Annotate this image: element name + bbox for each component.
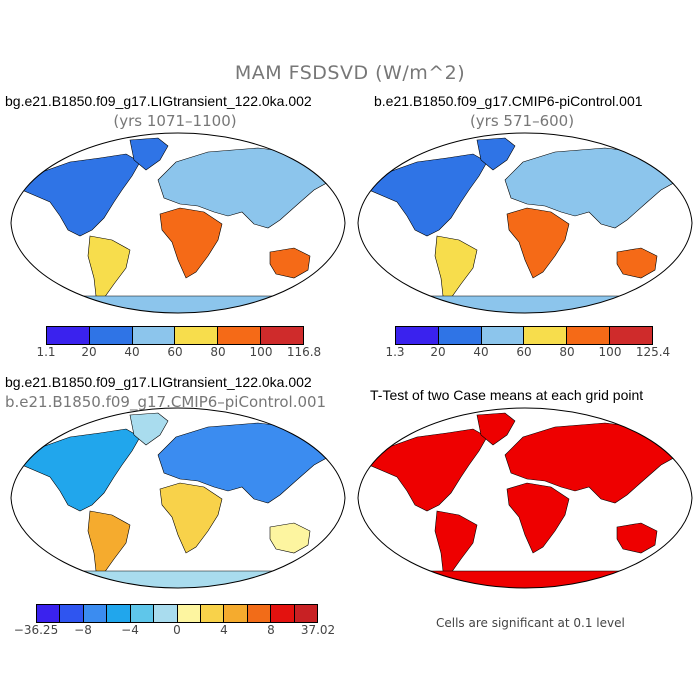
africa-landmass bbox=[506, 207, 570, 279]
namerica-landmass bbox=[21, 428, 141, 512]
panel-1-colorbar-boxes bbox=[46, 326, 304, 345]
panel-1-years: (yrs 1071–1100) bbox=[113, 112, 237, 130]
namerica-significance bbox=[368, 428, 488, 512]
samerica-landmass bbox=[434, 235, 478, 299]
colorbar-tick-label: 125.4 bbox=[635, 345, 671, 359]
colorbar-box bbox=[224, 605, 248, 622]
colorbar-box bbox=[200, 605, 225, 622]
greenland-significance bbox=[476, 412, 516, 446]
colorbar-tick-label: 60 bbox=[167, 345, 183, 359]
australia-significance bbox=[616, 522, 658, 554]
colorbar-box bbox=[37, 605, 61, 622]
panel-3-subtitle: b.e21.B1850.f09_g17.CMIP6–piControl.001 bbox=[5, 393, 327, 411]
map-outline bbox=[10, 132, 346, 314]
colorbar-box bbox=[218, 327, 262, 344]
panel-1-map bbox=[10, 132, 346, 314]
map-outline bbox=[357, 132, 693, 314]
antarctica-landmass bbox=[394, 295, 656, 313]
africa-landmass bbox=[159, 482, 223, 554]
colorbar-tick-label: 60 bbox=[516, 345, 532, 359]
colorbar-tick-label: −36.25 bbox=[13, 623, 59, 637]
colorbar-box bbox=[177, 605, 201, 622]
panel-3-colorbar: −36.25 −8 −4 0 4 8 37.02 bbox=[14, 604, 335, 639]
colorbar-box bbox=[175, 327, 219, 344]
samerica-landmass bbox=[87, 235, 131, 299]
colorbar-box bbox=[154, 605, 178, 622]
panel-4-map bbox=[357, 407, 693, 589]
colorbar-tick-label: 37.02 bbox=[300, 623, 336, 637]
panel-3-colorbar-ticks: −36.25 −8 −4 0 4 8 37.02 bbox=[14, 623, 335, 639]
colorbar-tick-label: 1.3 bbox=[385, 345, 405, 359]
panel-1-title: bg.e21.B1850.f09_g17.LIGtransient_122.0k… bbox=[5, 93, 312, 109]
eurasia-landmass bbox=[157, 422, 335, 504]
colorbar-tick-label: 116.8 bbox=[286, 345, 322, 359]
namerica-landmass bbox=[21, 153, 141, 237]
colorbar-box bbox=[438, 327, 482, 344]
colorbar-box bbox=[271, 605, 295, 622]
colorbar-box bbox=[261, 327, 303, 344]
colorbar-tick-label: 40 bbox=[473, 345, 489, 359]
colorbar-tick-label: 20 bbox=[81, 345, 97, 359]
colorbar-tick-label: 0 bbox=[173, 623, 181, 637]
significance-note: Cells are significant at 0.1 level bbox=[436, 616, 625, 630]
main-title: MAM FSDSVD (W/m^2) bbox=[234, 62, 466, 84]
colorbar-box bbox=[396, 327, 439, 344]
colorbar-box bbox=[132, 327, 176, 344]
panel-2-colorbar-ticks: 1.3 20 40 60 80 100 125.4 bbox=[385, 345, 670, 361]
antarctica-significance bbox=[394, 570, 656, 588]
map-outline bbox=[357, 407, 693, 589]
africa-significance bbox=[506, 482, 570, 554]
colorbar-tick-label: 4 bbox=[220, 623, 228, 637]
greenland-landmass bbox=[129, 412, 169, 446]
colorbar-box bbox=[481, 327, 525, 344]
colorbar-tick-label: 20 bbox=[430, 345, 446, 359]
colorbar-box bbox=[47, 327, 90, 344]
colorbar-box bbox=[567, 327, 611, 344]
panel-1-colorbar-ticks: 1.1 20 40 60 80 100 116.8 bbox=[36, 345, 321, 361]
colorbar-tick-label: 80 bbox=[210, 345, 226, 359]
panel-1-colorbar: 1.1 20 40 60 80 100 116.8 bbox=[36, 326, 321, 361]
antarctica-landmass bbox=[47, 570, 309, 588]
greenland-landmass bbox=[476, 137, 516, 171]
colorbar-box bbox=[610, 327, 652, 344]
colorbar-box bbox=[524, 327, 568, 344]
colorbar-tick-label: 80 bbox=[559, 345, 575, 359]
panel-3-colorbar-boxes bbox=[36, 604, 318, 623]
map-outline bbox=[10, 407, 346, 589]
panel-4-title: T-Test of two Case means at each grid po… bbox=[370, 387, 644, 403]
panel-2-title: b.e21.B1850.f09_g17.CMIP6-piControl.001 bbox=[374, 93, 643, 109]
colorbar-box bbox=[247, 605, 272, 622]
colorbar-box bbox=[89, 327, 133, 344]
colorbar-box bbox=[83, 605, 108, 622]
colorbar-tick-label: 40 bbox=[124, 345, 140, 359]
colorbar-tick-label: 100 bbox=[598, 345, 622, 359]
colorbar-box bbox=[294, 605, 318, 622]
panel-2-years: (yrs 571–600) bbox=[469, 112, 575, 130]
australia-landmass bbox=[616, 247, 658, 279]
colorbar-box bbox=[107, 605, 131, 622]
colorbar-tick-label: −8 bbox=[74, 623, 92, 637]
antarctica-landmass bbox=[47, 295, 309, 313]
samerica-landmass bbox=[87, 510, 131, 574]
colorbar-box bbox=[130, 605, 155, 622]
africa-landmass bbox=[159, 207, 223, 279]
eurasia-significance bbox=[504, 422, 682, 504]
panel-3-title: bg.e21.B1850.f09_g17.LIGtransient_122.0k… bbox=[5, 374, 312, 390]
panel-2-colorbar: 1.3 20 40 60 80 100 125.4 bbox=[385, 326, 670, 361]
samerica-significance bbox=[434, 510, 478, 574]
panel-2-map bbox=[357, 132, 693, 314]
colorbar-tick-label: 1.1 bbox=[36, 345, 56, 359]
colorbar-tick-label: −4 bbox=[121, 623, 139, 637]
australia-landmass bbox=[269, 247, 311, 279]
eurasia-landmass bbox=[157, 147, 335, 229]
panel-2-colorbar-boxes bbox=[395, 326, 653, 345]
greenland-landmass bbox=[129, 137, 169, 171]
colorbar-tick-label: 8 bbox=[267, 623, 275, 637]
namerica-landmass bbox=[368, 153, 488, 237]
colorbar-tick-label: 100 bbox=[249, 345, 273, 359]
eurasia-landmass bbox=[504, 147, 682, 229]
panel-3-map bbox=[10, 407, 346, 589]
australia-landmass bbox=[269, 522, 311, 554]
colorbar-box bbox=[60, 605, 84, 622]
